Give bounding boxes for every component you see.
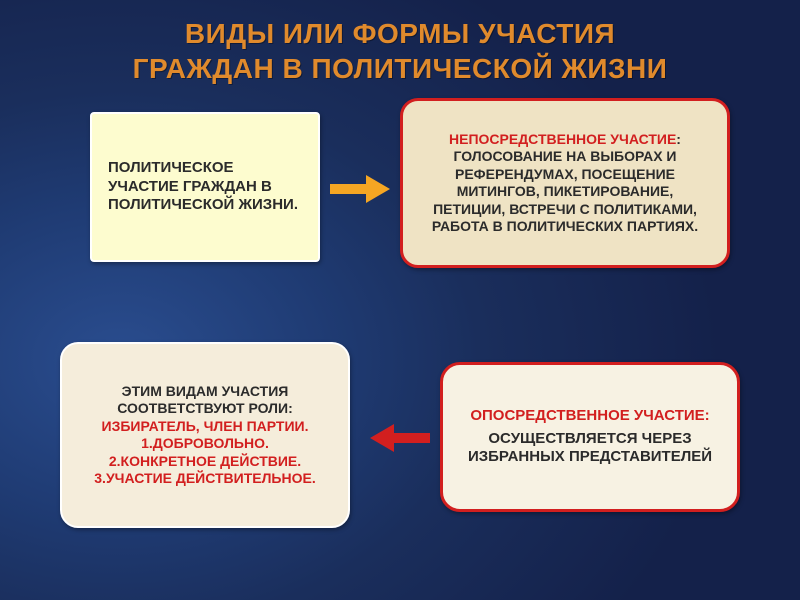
slide-title: ВИДЫ ИЛИ ФОРМЫ УЧАСТИЯ ГРАЖДАН В ПОЛИТИЧ… <box>0 16 800 86</box>
box-political-participation-text: ПОЛИТИЧЕСКОЕ УЧАСТИЕ ГРАЖДАН В ПОЛИТИЧЕС… <box>108 159 302 215</box>
indirect-participation-heading: ОПОСРЕДСТВЕННОЕ УЧАСТИЕ: <box>459 407 721 426</box>
roles-item-3: 3.УЧАСТИЕ ДЕЙСТВИТЕЛЬНОЕ. <box>78 470 332 488</box>
roles-item-2: 2.КОНКРЕТНОЕ ДЕЙСТВИЕ. <box>78 453 332 471</box>
roles-list: ИЗБИРАТЕЛЬ, ЧЛЕН ПАРТИИ. <box>78 418 332 436</box>
direct-participation-heading: НЕПОСРЕДСТВЕННОЕ УЧАСТИЕ <box>449 131 676 147</box>
roles-item-1: 1.ДОБРОВОЛЬНО. <box>78 435 332 453</box>
box-political-participation: ПОЛИТИЧЕСКОЕ УЧАСТИЕ ГРАЖДАН В ПОЛИТИЧЕС… <box>90 112 320 262</box>
arrow-right-icon <box>330 175 390 203</box>
roles-intro: ЭТИМ ВИДАМ УЧАСТИЯ СООТВЕТСТВУЮТ РОЛИ: <box>78 383 332 418</box>
box-direct-participation: НЕПОСРЕДСТВЕННОЕ УЧАСТИЕ: ГОЛОСОВАНИЕ НА… <box>400 98 730 268</box>
title-line-2: ГРАЖДАН В ПОЛИТИЧЕСКОЙ ЖИЗНИ <box>133 53 668 84</box>
box-roles: ЭТИМ ВИДАМ УЧАСТИЯ СООТВЕТСТВУЮТ РОЛИ: И… <box>60 342 350 528</box>
box-indirect-participation: ОПОСРЕДСТВЕННОЕ УЧАСТИЕ: ОСУЩЕСТВЛЯЕТСЯ … <box>440 362 740 512</box>
indirect-participation-text: ОСУЩЕСТВЛЯЕТСЯ ЧЕРЕЗ ИЗБРАННЫХ ПРЕДСТАВИ… <box>459 430 721 468</box>
title-line-1: ВИДЫ ИЛИ ФОРМЫ УЧАСТИЯ <box>185 18 615 49</box>
arrow-left-icon <box>370 424 430 452</box>
